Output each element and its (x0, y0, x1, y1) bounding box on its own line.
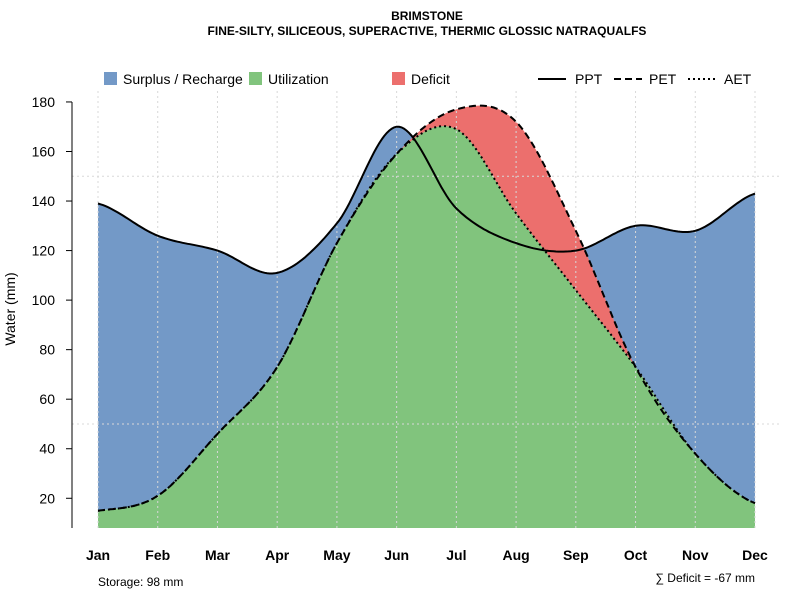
grid-layer (72, 91, 782, 528)
series-lines (97, 104, 756, 512)
x-tick-label: Jan (86, 547, 110, 563)
y-tick-label: 40 (39, 441, 55, 457)
legend: Surplus / Recharge Utilization Deficit P… (104, 71, 752, 87)
y-axis-label: Water (mm) (2, 272, 18, 345)
y-tick-label: 80 (39, 342, 55, 358)
legend-swatch-utilization (249, 72, 262, 85)
legend-label-pet: PET (649, 71, 677, 87)
legend-label-utilization: Utilization (268, 71, 329, 87)
series-ppt-line (97, 125, 756, 275)
x-tick-label: May (323, 547, 350, 563)
x-tick-label: Jun (384, 547, 409, 563)
y-tick-label: 20 (39, 490, 55, 506)
storage-note: Storage: 98 mm (98, 575, 183, 589)
x-tick-label: Aug (502, 547, 529, 563)
area-surplus-recharge (98, 126, 755, 511)
y-tick-label: 140 (32, 193, 56, 209)
x-tick-label: Jul (446, 547, 466, 563)
x-tick-label: Apr (265, 547, 290, 563)
chart-title: BRIMSTONE (391, 9, 463, 23)
legend-label-aet: AET (724, 71, 752, 87)
x-tick-label: Nov (682, 547, 709, 563)
y-tick-label: 160 (32, 143, 56, 159)
legend-label-deficit: Deficit (411, 71, 450, 87)
y-tick-label: 180 (32, 94, 56, 110)
area-layer (98, 105, 755, 528)
area-utilization (98, 126, 755, 528)
y-tick-label: 100 (32, 292, 56, 308)
legend-label-surplus: Surplus / Recharge (123, 71, 243, 87)
x-tick-label: Feb (145, 547, 170, 563)
x-tick-label: Dec (742, 547, 768, 563)
series-pet-line (97, 104, 756, 512)
x-tick-label: Oct (624, 547, 648, 563)
chart-subtitle: FINE-SILTY, SILICEOUS, SUPERACTIVE, THER… (208, 24, 647, 38)
y-tick-label: 120 (32, 243, 56, 259)
y-tick-label: 60 (39, 391, 55, 407)
legend-swatch-deficit (392, 72, 405, 85)
legend-label-ppt: PPT (575, 71, 603, 87)
series-aet-line (97, 125, 756, 512)
x-tick-label: Mar (205, 547, 230, 563)
axes: 20 40 60 80 100 120 140 160 180 Jan Feb Mar Apr May Ju… (32, 94, 768, 563)
legend-swatch-surplus (104, 72, 117, 85)
deficit-total: ∑ Deficit = -67 mm (655, 571, 755, 585)
x-tick-label: Sep (563, 547, 589, 563)
